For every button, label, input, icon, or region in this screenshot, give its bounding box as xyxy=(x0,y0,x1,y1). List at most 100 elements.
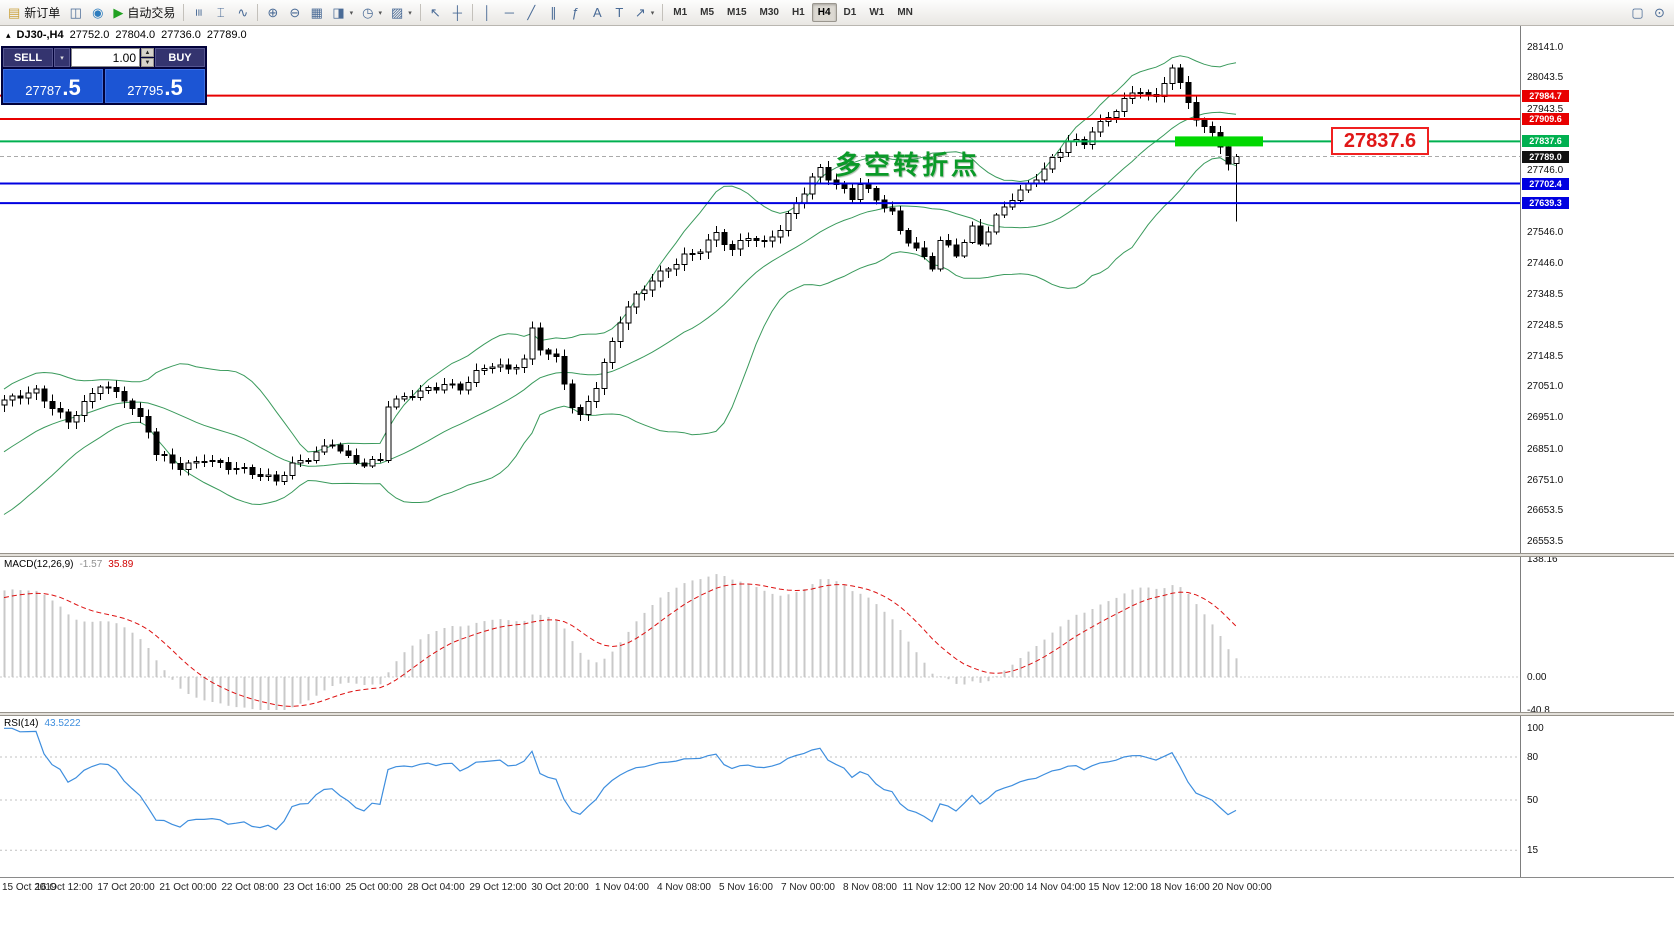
time-label: 29 Oct 12:00 xyxy=(469,882,527,893)
new-order-button[interactable]: ▤ 新订单 xyxy=(4,2,64,23)
time-label: 1 Nov 04:00 xyxy=(595,882,649,893)
timeframe-m5-button[interactable]: M5 xyxy=(694,3,720,22)
timeframe-mn-button[interactable]: MN xyxy=(891,3,919,22)
horizontal-line-button[interactable]: ─ xyxy=(499,2,520,23)
candlestick-chart-icon: ⌶ xyxy=(216,5,225,20)
time-label: 11 Nov 12:00 xyxy=(902,882,962,893)
panel-splitter-macd[interactable] xyxy=(0,553,1674,557)
fibonacci-button[interactable]: ƒ xyxy=(565,2,586,23)
line-chart-icon: ∿ xyxy=(237,5,249,20)
chart-window[interactable]: 28141.0 28043.5 27943.5 27746.0 27546.0 27446… xyxy=(0,26,1674,949)
zoom-out-button[interactable]: ⊖ xyxy=(284,2,305,23)
timeframe-h4-button[interactable]: H4 xyxy=(811,3,837,22)
search-icon: ⊙ xyxy=(1654,5,1665,20)
time-label: 17 Oct 20:00 xyxy=(97,882,155,893)
vertical-line-button[interactable]: │ xyxy=(477,2,498,23)
timeframe-m15-button[interactable]: M15 xyxy=(721,3,752,22)
price-tick: 26553.5 xyxy=(1527,536,1564,547)
timeframe-d1-button[interactable]: D1 xyxy=(838,3,863,22)
volume-up-button[interactable]: ▲ xyxy=(141,48,154,57)
rsi-tick: 80 xyxy=(1527,752,1539,763)
templates-button[interactable]: ▨ ▾ xyxy=(387,2,416,23)
text-button[interactable]: A xyxy=(587,2,608,23)
buy-button[interactable]: BUY xyxy=(155,48,205,67)
time-label: 16 Oct 12:00 xyxy=(35,882,93,893)
one-click-trading-panel: SELL ▾ ▲ ▼ BUY 27787 .5 27795 .5 xyxy=(1,46,207,105)
trade-panel-top-row: SELL ▾ ▲ ▼ BUY xyxy=(3,48,205,67)
caret-down-icon: ▾ xyxy=(650,9,655,17)
tile-windows-icon: ▦ xyxy=(310,5,323,20)
panel-splitter-rsi[interactable] xyxy=(0,712,1674,716)
time-label: 20 Nov 00:00 xyxy=(1212,882,1272,893)
sell-price-button[interactable]: 27787 .5 xyxy=(3,69,103,103)
rsi-tick: 15 xyxy=(1527,845,1539,857)
macd-tick: 0.00 xyxy=(1527,672,1547,683)
toolbar-separator xyxy=(471,4,473,21)
arrows-button[interactable]: ↗ ▾ xyxy=(631,2,658,23)
tile-windows-button[interactable]: ▦ xyxy=(306,2,327,23)
channel-button[interactable]: ∥ xyxy=(543,2,564,23)
text-label-icon: T xyxy=(615,5,624,20)
volume-down-button[interactable]: ▼ xyxy=(141,58,154,67)
rsi-line xyxy=(4,727,1237,831)
time-label: 15 Oct 2019 xyxy=(2,882,57,893)
time-label: 25 Oct 00:00 xyxy=(345,882,403,893)
trendline-icon: ╱ xyxy=(527,5,536,20)
community-button[interactable]: ◉ xyxy=(87,2,108,23)
line-chart-button[interactable]: ∿ xyxy=(232,2,253,23)
time-axis[interactable]: 15 Oct 2019 16 Oct 12:00 17 Oct 20:00 21 Oc… xyxy=(0,877,1674,897)
new-chart-button[interactable]: ◨ ▾ xyxy=(328,2,357,23)
chart-window-button[interactable]: ◫ xyxy=(65,2,86,23)
trendline-button[interactable]: ╱ xyxy=(521,2,542,23)
price-callout[interactable]: 27837.6 xyxy=(1331,127,1429,155)
new-chart-icon: ◨ xyxy=(332,5,345,20)
cursor-button[interactable]: ↖ xyxy=(425,2,446,23)
price-tick: 27746.0 xyxy=(1527,164,1564,176)
search-button[interactable]: ⊙ xyxy=(1649,2,1670,23)
buy-price-button[interactable]: 27795 .5 xyxy=(105,69,205,103)
macd-panel[interactable] xyxy=(0,557,1520,712)
buy-price-main: 27795 xyxy=(127,83,164,98)
text-label-button[interactable]: T xyxy=(609,2,630,23)
bar-chart-icon: ≡ xyxy=(191,8,207,17)
bollinger-upper-band xyxy=(3,55,1237,453)
time-label: 7 Nov 00:00 xyxy=(781,882,835,893)
timeframe-w1-button[interactable]: W1 xyxy=(863,3,890,22)
macd-tick: 138.16 xyxy=(1527,554,1558,565)
candlestick-chart-button[interactable]: ⌶ xyxy=(210,2,231,23)
price-tick: 27546.0 xyxy=(1527,227,1564,239)
price-tick: 27248.5 xyxy=(1527,319,1564,331)
price-tick: 26951.0 xyxy=(1527,412,1564,424)
crosshair-button[interactable]: ┼ xyxy=(447,2,468,23)
macd-label: MACD(12,26,9) -1.57 35.89 xyxy=(4,559,133,570)
profiles-button[interactable]: ◷ ▾ xyxy=(358,2,386,23)
sell-button[interactable]: SELL xyxy=(3,48,53,67)
ohlc-close: 27789.0 xyxy=(206,29,247,41)
bar-chart-button[interactable]: ≡ xyxy=(188,2,209,23)
autotrading-play-icon: ▶ xyxy=(113,5,124,20)
timeframe-m30-button[interactable]: M30 xyxy=(754,3,785,22)
main-chart[interactable] xyxy=(0,26,1520,553)
data-window-button[interactable]: ▢ xyxy=(1627,2,1648,23)
rsi-panel[interactable] xyxy=(0,716,1520,877)
sell-price-main: 27787 xyxy=(25,83,62,98)
time-label: 15 Nov 12:00 xyxy=(1088,882,1148,893)
autotrading-button[interactable]: ▶ 自动交易 xyxy=(109,2,179,23)
volume-spinner: ▲ ▼ xyxy=(141,48,154,67)
chart-annotation-text[interactable]: 多空转折点 xyxy=(835,150,981,180)
caret-down-icon: ▾ xyxy=(378,9,382,17)
volume-dropdown[interactable]: ▾ xyxy=(54,48,70,67)
rsi-tick: 50 xyxy=(1527,795,1539,806)
zoom-in-button[interactable]: ⊕ xyxy=(262,2,283,23)
horizontal-line-icon: ─ xyxy=(504,5,514,20)
autotrading-button-label: 自动交易 xyxy=(127,6,176,20)
price-axis[interactable]: 28141.0 28043.5 27943.5 27746.0 27546.0 27446… xyxy=(1520,26,1674,877)
highlight-rectangle[interactable] xyxy=(1175,136,1263,147)
price-tag-27984.7: 27984.7 xyxy=(1522,89,1569,102)
time-label: 8 Nov 08:00 xyxy=(843,882,897,893)
zoom-in-icon: ⊕ xyxy=(267,5,279,20)
volume-input[interactable] xyxy=(71,48,140,67)
timeframe-h1-button[interactable]: H1 xyxy=(786,3,811,22)
collapse-panel-icon[interactable]: ▴ xyxy=(6,29,11,40)
timeframe-m1-button[interactable]: M1 xyxy=(667,3,693,22)
